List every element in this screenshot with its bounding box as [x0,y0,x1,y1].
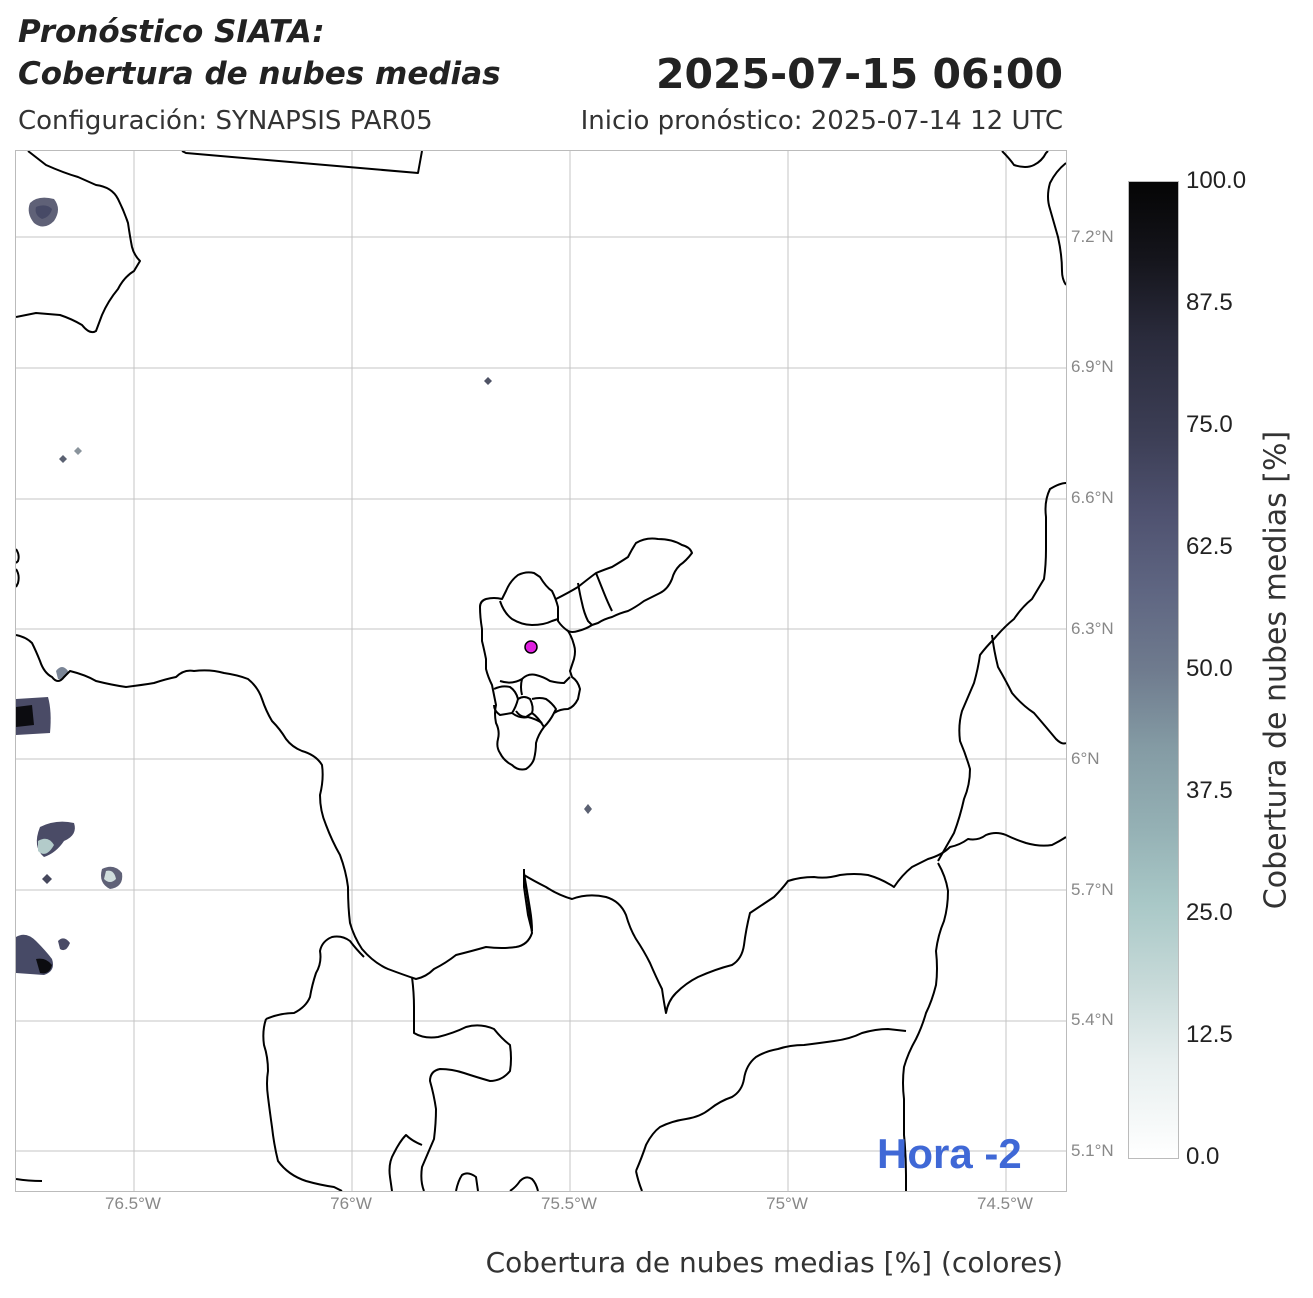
hour-offset-label: Hora -2 [877,1130,1022,1177]
graticule [16,151,1066,1191]
lat-label-7-2: 7.2°N [1071,227,1114,246]
forecast-datetime: 2025-07-15 06:00 [655,50,1063,98]
boundary-lines [16,151,1066,1191]
lon-label-75-5: 75.5°W [541,1194,597,1213]
location-marker [524,640,538,654]
lon-label-74-5: 74.5°W [977,1194,1033,1213]
forecast-start-text: Inicio pronóstico: 2025-07-14 12 UTC [580,106,1063,136]
configuration-text: Configuración: SYNAPSIS PAR05 [18,106,433,136]
lon-label-76-5: 76.5°W [105,1194,161,1213]
colorbar [1128,181,1179,1159]
colorbar-tick-37-5: 37.5 [1186,777,1233,804]
colorbar-tick-12-5: 12.5 [1186,1021,1233,1048]
lon-label-76-0: 76°W [330,1194,372,1213]
lon-label-75-0: 75°W [766,1194,808,1213]
colorbar-tick-75: 75.0 [1186,411,1233,438]
cloud-patches [16,197,592,975]
lat-label-6-0: 6°N [1071,749,1100,768]
colorbar-tick-100: 100.0 [1186,167,1247,194]
colorbar-tick-87-5: 87.5 [1186,289,1233,316]
lat-label-5-1: 5.1°N [1071,1141,1114,1160]
colorbar-tick-50: 50.0 [1186,655,1233,682]
title-line-2: Cobertura de nubes medias [18,56,501,92]
bottom-caption: Cobertura de nubes medias [%] (colores) [485,1246,1063,1279]
lat-label-6-6: 6.6°N [1071,488,1114,507]
lat-label-6-9: 6.9°N [1071,357,1114,376]
colorbar-tick-25: 25.0 [1186,899,1233,926]
colorbar-tick-62-5: 62.5 [1186,533,1233,560]
map-panel [15,150,1067,1192]
lat-label-5-4: 5.4°N [1071,1010,1114,1029]
map-canvas [16,151,1066,1191]
lat-label-6-3: 6.3°N [1071,619,1114,638]
colorbar-title: Cobertura de nubes medias [%] [1258,430,1294,910]
colorbar-tick-0: 0.0 [1186,1143,1220,1170]
lat-label-5-7: 5.7°N [1071,880,1114,899]
title-line-1: Pronóstico SIATA: [18,14,325,50]
